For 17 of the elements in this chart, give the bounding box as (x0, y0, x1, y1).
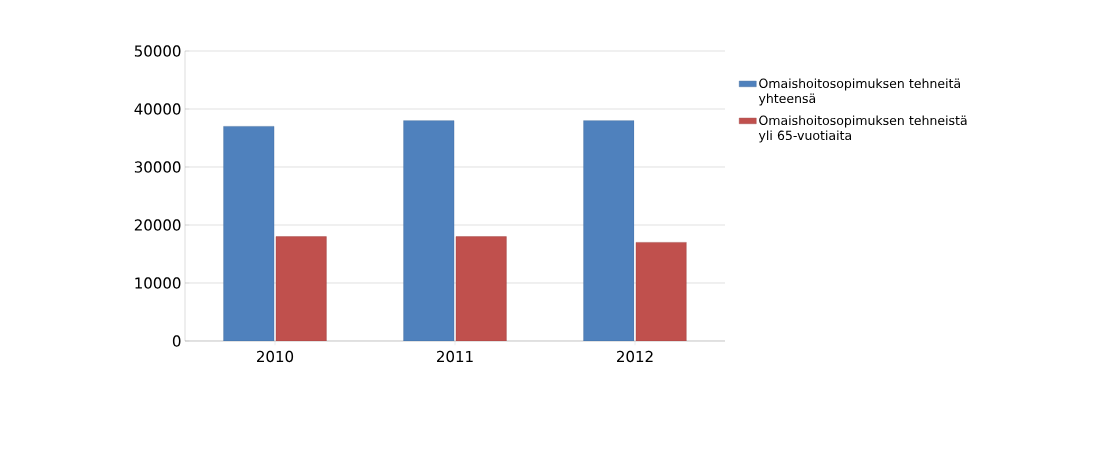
legend-label: Omaishoitosopimuksen tehneitä yhteensä (758, 78, 960, 106)
bar (455, 236, 507, 341)
y-tick-label: 40000 (134, 103, 181, 115)
x-tick-label: 2010 (257, 350, 294, 363)
x-tick-label: 2011 (437, 350, 473, 363)
legend-label: Omaishoitosopimuksen tehneistä yli 65-vuotiaita (758, 115, 967, 143)
y-tick-label: 30000 (134, 161, 181, 173)
bar (223, 126, 275, 341)
y-tick-label: 0 (172, 335, 181, 347)
x-tick-label: 2012 (617, 350, 653, 363)
bar (635, 242, 687, 341)
bar (403, 120, 455, 341)
y-tick-label: 10000 (135, 277, 181, 289)
y-tick-label: 50000 (134, 45, 181, 57)
bar (275, 236, 327, 341)
y-tick-label: 20000 (134, 219, 181, 231)
bar (583, 120, 635, 341)
